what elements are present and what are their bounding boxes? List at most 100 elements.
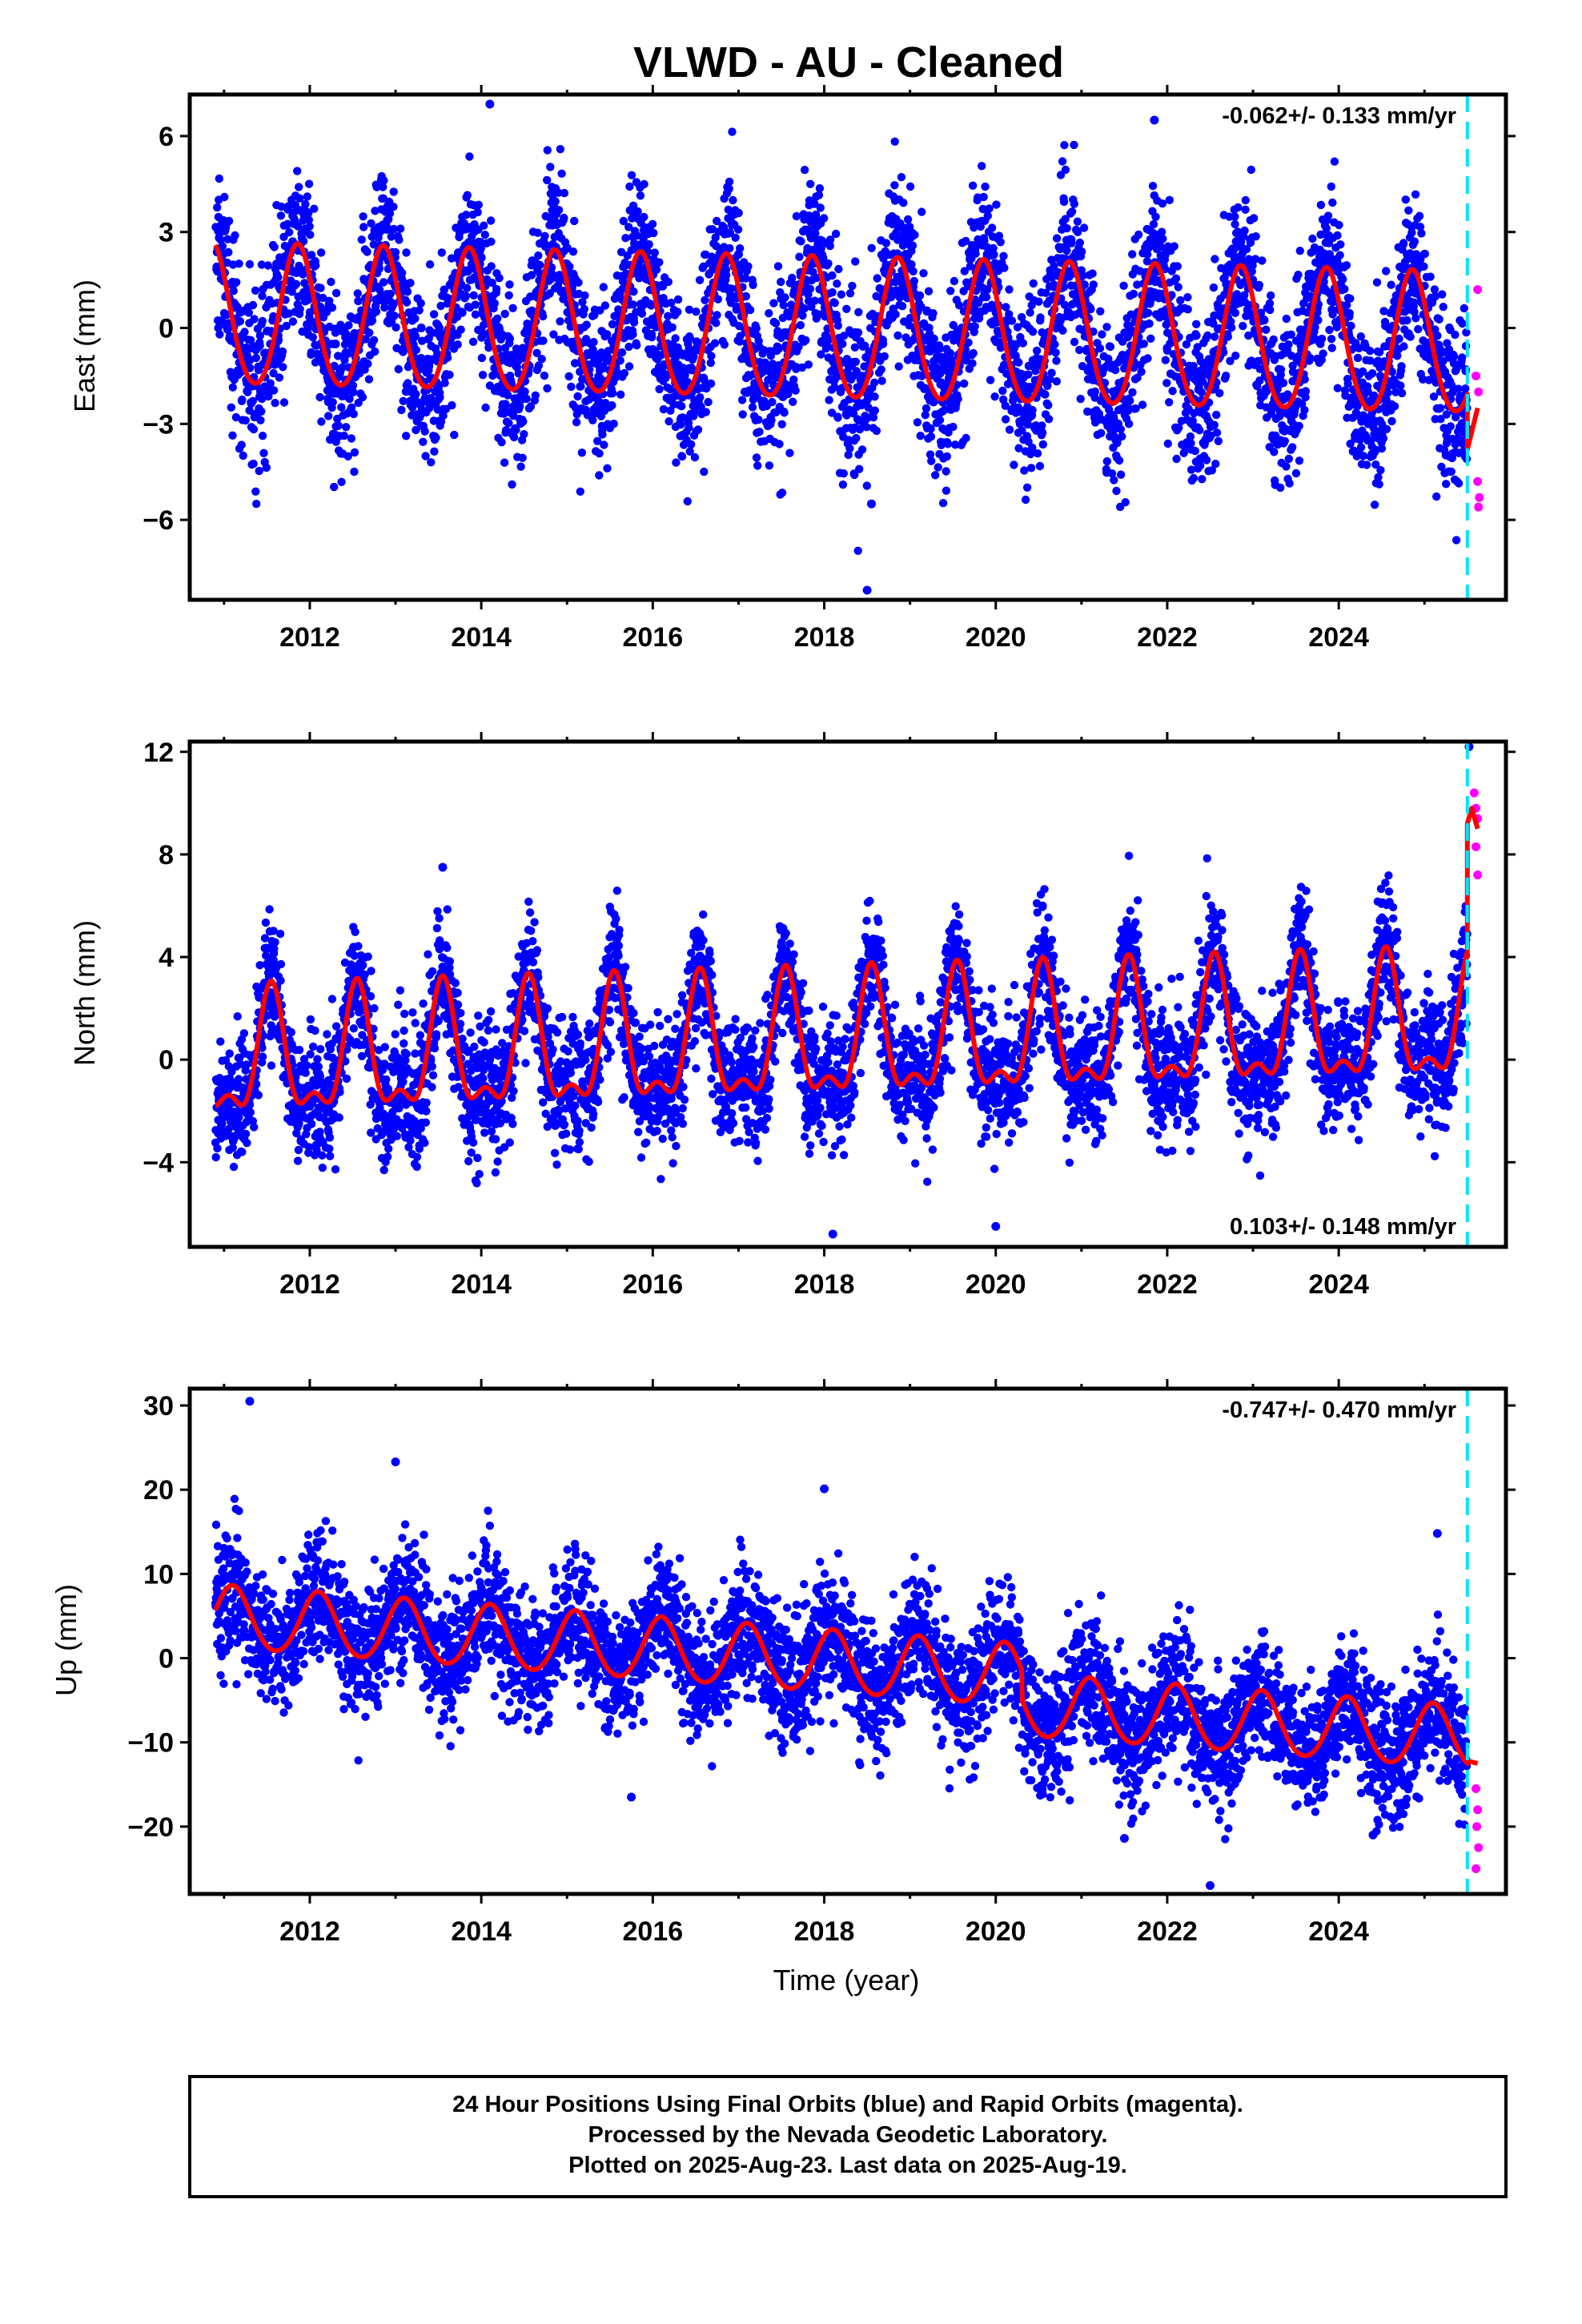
final-orbit-point <box>1162 379 1171 388</box>
final-orbit-point <box>1454 479 1464 488</box>
final-orbit-point <box>572 418 581 427</box>
final-orbit-point <box>1052 234 1062 243</box>
final-orbit-point <box>780 408 789 417</box>
final-orbit-point <box>228 383 237 392</box>
final-orbit-point <box>239 1029 249 1038</box>
final-orbit-point <box>1328 198 1337 207</box>
final-orbit-point <box>443 353 452 362</box>
final-orbit-point <box>621 234 630 243</box>
final-orbit-point <box>233 1012 242 1021</box>
final-orbit-point <box>706 358 715 368</box>
final-orbit-point <box>648 332 656 342</box>
final-orbit-point <box>1279 379 1288 388</box>
final-orbit-point <box>1058 326 1067 335</box>
final-orbit-point <box>1436 404 1445 412</box>
final-orbit-point <box>960 379 969 388</box>
final-orbit-point <box>943 440 953 448</box>
final-orbit-point <box>725 184 733 193</box>
final-orbit-point <box>306 231 315 239</box>
final-orbit-point <box>372 183 381 191</box>
final-orbit-point <box>1247 165 1256 175</box>
final-orbit-point <box>915 291 925 300</box>
final-orbit-point <box>1411 190 1420 199</box>
final-orbit-point <box>644 240 653 249</box>
final-orbit-point <box>720 340 729 349</box>
final-orbit-point <box>1375 480 1383 489</box>
final-orbit-point <box>540 371 549 380</box>
final-orbit-point <box>295 183 303 191</box>
final-orbit-point <box>1356 443 1366 452</box>
final-orbit-point <box>1415 211 1424 220</box>
final-orbit-point <box>1458 353 1467 362</box>
x-tick-label: 2016 <box>623 622 684 653</box>
final-orbit-point <box>539 336 548 345</box>
final-orbit-point <box>1397 388 1407 398</box>
final-orbit-point <box>677 402 686 411</box>
final-orbit-point <box>1007 316 1017 325</box>
final-orbit-point <box>765 309 773 318</box>
final-orbit-point <box>1075 345 1084 355</box>
final-orbit-point <box>288 317 298 326</box>
final-orbit-point <box>485 99 495 109</box>
final-orbit-point <box>465 152 474 161</box>
final-orbit-point <box>765 461 774 470</box>
final-orbit-point <box>661 373 670 383</box>
final-orbit-point <box>617 348 627 357</box>
final-orbit-point <box>1401 195 1411 204</box>
final-orbit-point <box>375 285 384 294</box>
final-orbit-point <box>331 328 340 337</box>
final-orbit-point <box>1239 321 1247 331</box>
final-orbit-point <box>599 364 608 372</box>
final-orbit-point <box>354 296 363 306</box>
final-orbit-point <box>801 336 810 345</box>
final-orbit-point <box>371 347 379 356</box>
final-orbit-point <box>345 394 354 404</box>
final-orbit-point <box>420 427 429 436</box>
final-orbit-point <box>402 432 411 440</box>
final-orbit-point <box>1410 237 1419 246</box>
final-orbit-point <box>330 482 339 492</box>
final-orbit-point <box>577 448 587 457</box>
final-orbit-point <box>358 392 367 402</box>
final-orbit-point <box>1234 203 1243 212</box>
final-orbit-point <box>620 368 629 378</box>
final-orbit-point <box>749 280 757 289</box>
final-orbit-point <box>532 348 541 357</box>
final-orbit-point <box>1038 421 1046 430</box>
y-tick-label: −3 <box>143 409 174 440</box>
final-orbit-point <box>655 258 664 267</box>
final-orbit-point <box>1026 464 1036 472</box>
final-orbit-point <box>848 281 857 291</box>
final-orbit-point <box>369 240 378 249</box>
final-orbit-point <box>1158 199 1167 208</box>
final-orbit-point <box>243 388 252 396</box>
final-orbit-point <box>962 433 970 443</box>
final-orbit-point <box>852 367 861 376</box>
final-orbit-point <box>488 279 496 287</box>
final-orbit-point <box>1379 434 1388 443</box>
final-orbit-point <box>1435 315 1443 324</box>
final-orbit-point <box>1249 214 1259 223</box>
final-orbit-point <box>1151 212 1160 221</box>
final-orbit-point <box>576 368 584 376</box>
final-orbit-point <box>1335 220 1343 230</box>
final-orbit-point <box>890 137 899 146</box>
final-orbit-point <box>909 276 919 286</box>
final-orbit-point <box>616 247 626 256</box>
final-orbit-point <box>990 392 999 401</box>
final-orbit-point <box>349 388 358 396</box>
final-orbit-point <box>673 295 683 304</box>
final-orbit-point <box>671 334 680 343</box>
final-orbit-point <box>1353 353 1363 363</box>
final-orbit-point <box>913 418 922 427</box>
final-orbit-point <box>589 338 598 347</box>
final-orbit-point <box>412 345 420 355</box>
final-orbit-point <box>881 239 891 247</box>
final-orbit-point <box>729 195 737 205</box>
final-orbit-point <box>235 259 243 268</box>
final-orbit-point <box>245 355 255 364</box>
final-orbit-point <box>388 300 398 309</box>
final-orbit-point <box>543 384 552 393</box>
final-orbit-point <box>380 303 389 312</box>
